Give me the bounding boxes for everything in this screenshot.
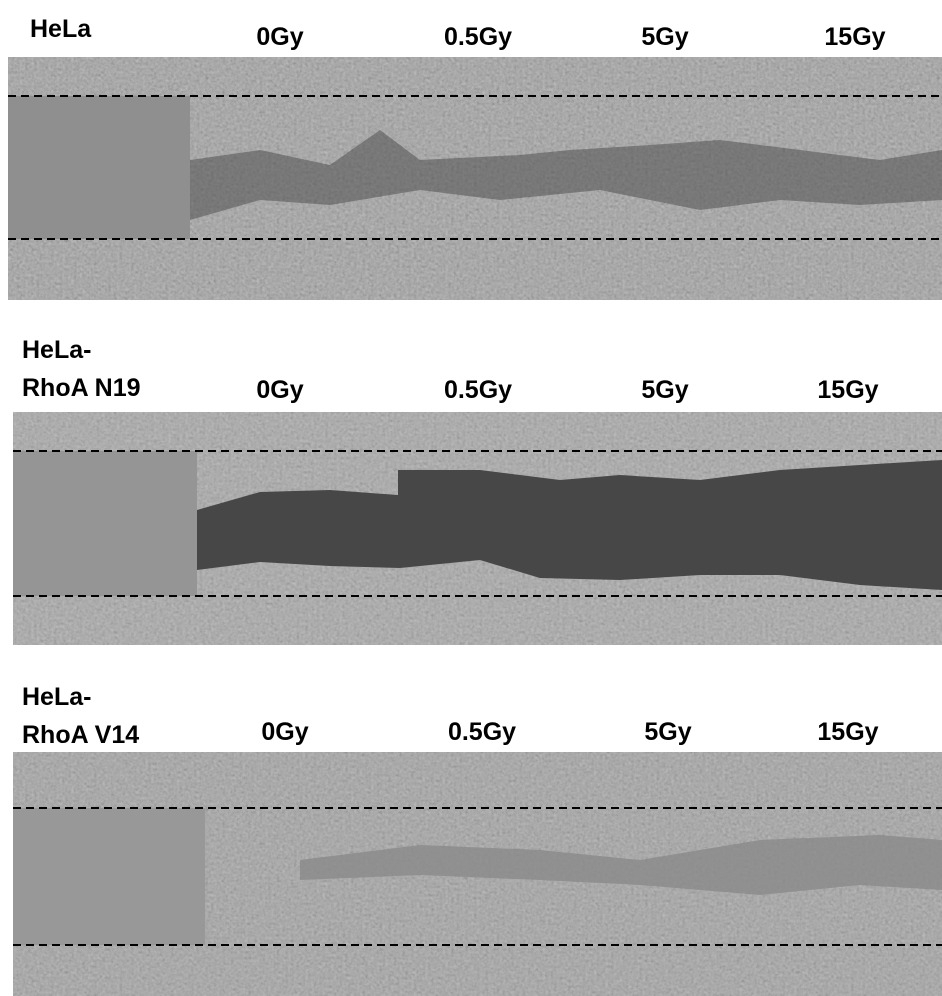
column-label: 0.5Gy [444, 23, 512, 51]
column-label: 15Gy [824, 23, 885, 51]
scratch-0h [8, 96, 190, 239]
panel: HeLa 0Gy 0.5Gy 5Gy 15Gy [8, 15, 942, 300]
panel-title: HeLa- [22, 336, 91, 364]
column-label: 5Gy [641, 376, 688, 404]
column-label: 0.5Gy [444, 376, 512, 404]
column-label: 0Gy [256, 376, 303, 404]
panel-title: HeLa- [22, 683, 91, 711]
panel: HeLa- RhoA V14 0Gy 0.5Gy 5Gy 15Gy [13, 683, 942, 996]
panel-title: RhoA N19 [22, 374, 141, 402]
panel-title: HeLa [30, 15, 92, 43]
column-label: 15Gy [817, 376, 878, 404]
column-label: 15Gy [817, 718, 878, 746]
panel: HeLa- RhoA N19 0Gy 0.5Gy 5Gy 15Gy [13, 336, 942, 645]
scratch-0h [13, 808, 205, 945]
figure: HeLa 0Gy 0.5Gy 5Gy 15Gy HeLa- RhoA N19 0… [0, 0, 942, 996]
panel-title: RhoA V14 [22, 721, 139, 749]
column-label: 0Gy [256, 23, 303, 51]
column-label: 0.5Gy [448, 718, 516, 746]
column-label: 5Gy [644, 718, 691, 746]
column-label: 5Gy [641, 23, 688, 51]
scratch-0h [13, 451, 197, 596]
column-label: 0Gy [261, 718, 308, 746]
